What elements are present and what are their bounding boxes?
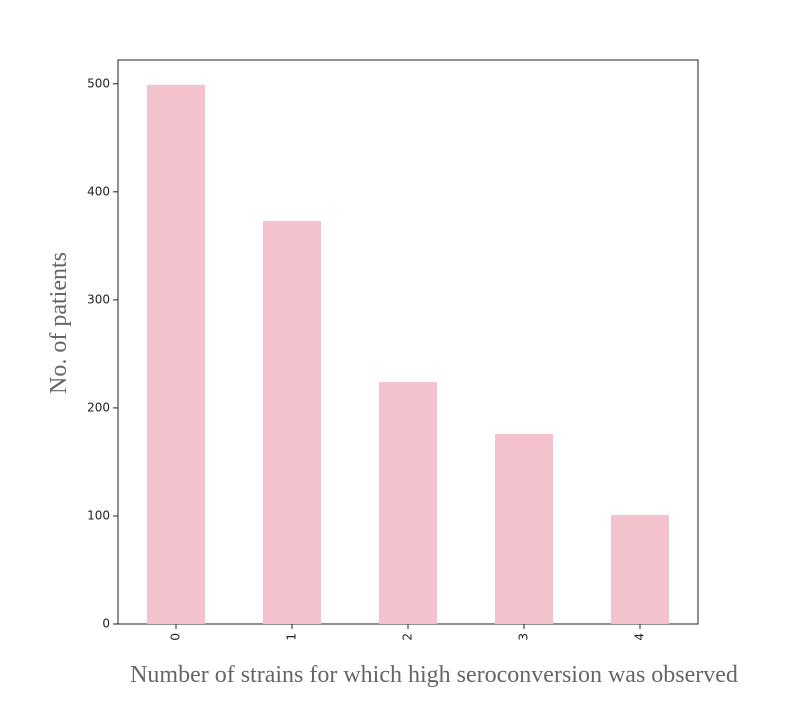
x-axis-title: Number of strains for which high serocon… (130, 662, 738, 688)
bar-1 (263, 220, 321, 624)
y-tick-label: 200 (87, 400, 110, 414)
y-tick-label: 0 (102, 617, 110, 631)
y-tick-label: 100 (87, 508, 110, 522)
bar-0 (147, 84, 205, 624)
bars-group (147, 84, 669, 624)
y-tick-label: 500 (87, 76, 110, 90)
x-axis-ticks: 0 1 2 3 4 (169, 624, 647, 641)
x-tick-label: 2 (401, 633, 415, 641)
bar-2 (379, 381, 437, 624)
x-tick-label: 1 (285, 633, 299, 641)
y-tick-label: 300 (87, 292, 110, 306)
y-axis-title: No. of patients (46, 252, 72, 394)
bar-3 (495, 433, 553, 624)
y-tick-label: 400 (87, 184, 110, 198)
x-tick-label: 0 (169, 633, 183, 641)
x-tick-label: 4 (633, 633, 647, 641)
x-tick-label: 3 (517, 633, 531, 641)
bar-4 (611, 514, 669, 624)
y-axis-ticks: 0 100 200 300 400 500 (87, 76, 118, 631)
